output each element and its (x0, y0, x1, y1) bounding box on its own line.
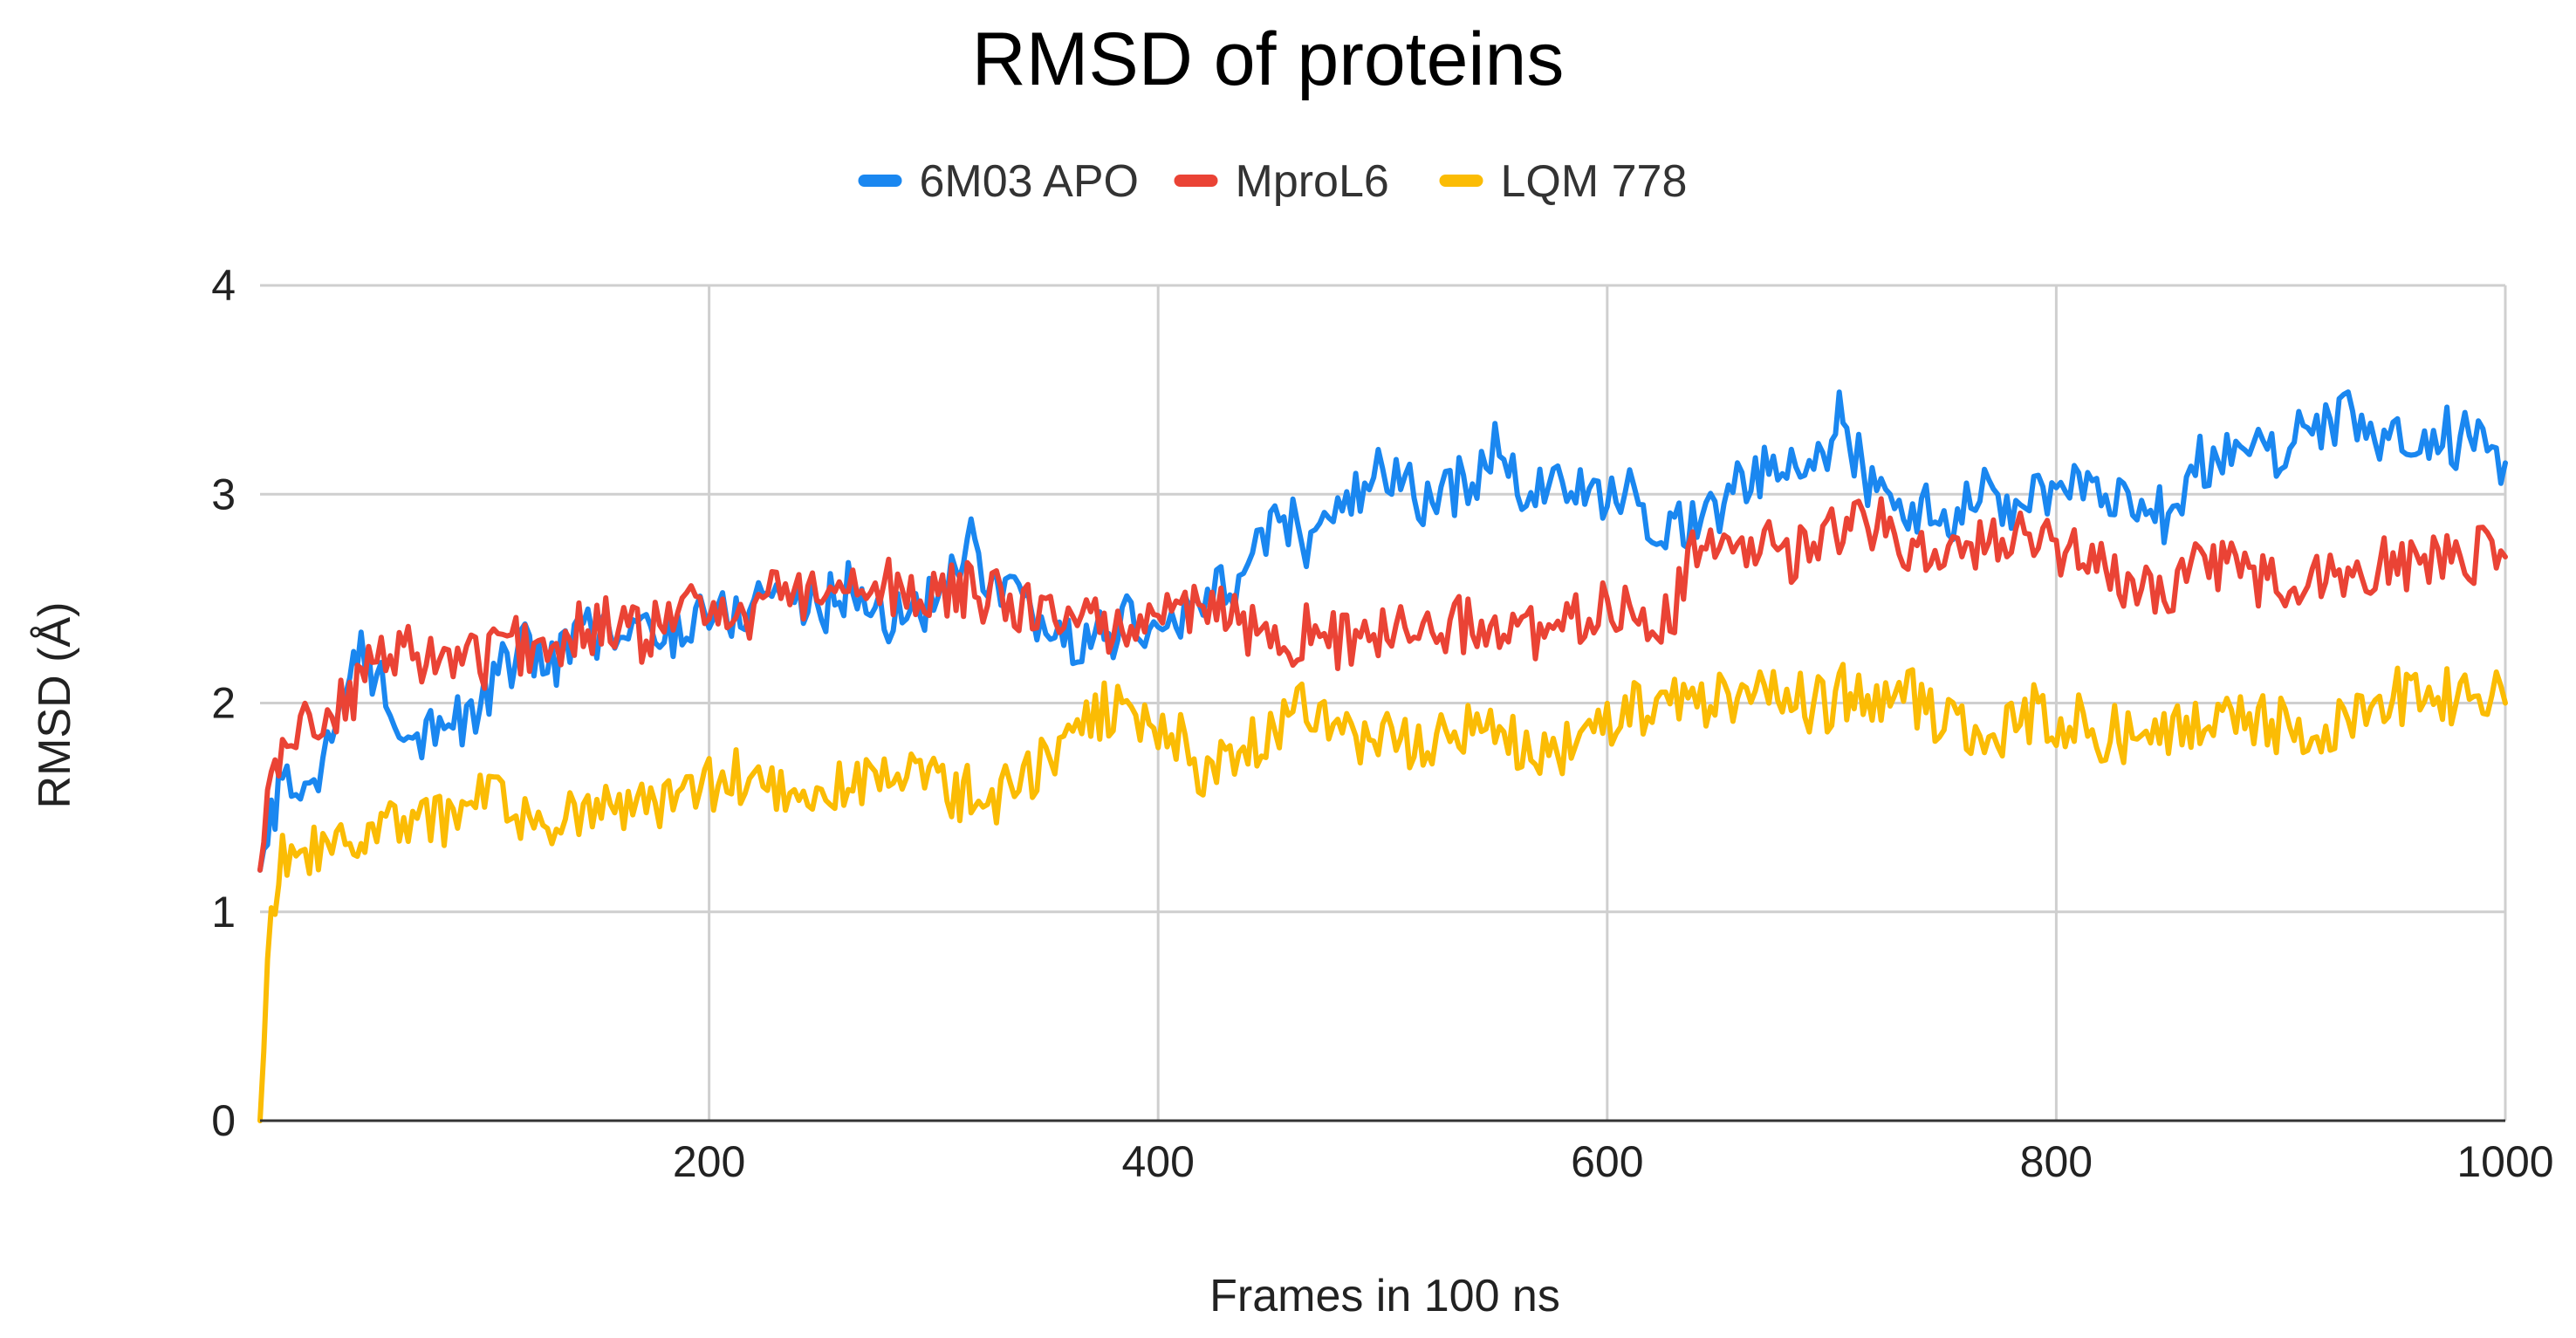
legend-label: LQM 778 (1501, 156, 1688, 207)
x-tick-label: 800 (2020, 1137, 2093, 1186)
legend-item-6m03-apo: 6M03 APO (858, 156, 1139, 207)
x-tick-label: 1000 (2456, 1137, 2553, 1186)
legend-item-mprol6: MproL6 (1174, 156, 1389, 207)
y-tick-label: 3 (211, 470, 236, 518)
legend-swatch (1174, 175, 1218, 187)
series-line-mprol6 (257, 496, 2508, 873)
series-line-6m03-apo (257, 389, 2508, 873)
y-tick-label: 4 (211, 261, 236, 310)
x-axis-ticks: 200 400 600 800 1000 (673, 1137, 2554, 1186)
x-axis-title: Frames in 100 ns (1209, 1271, 1560, 1321)
y-axis-title: RMSD (Å) (30, 602, 80, 809)
legend-item-lqm-778: LQM 778 (1439, 156, 1688, 207)
legend-label: MproL6 (1236, 156, 1389, 207)
series-layer (257, 389, 2508, 1123)
legend-label: 6M03 APO (920, 156, 1139, 207)
gridlines (260, 284, 2507, 1121)
x-tick-label: 200 (673, 1137, 745, 1186)
y-tick-label: 0 (211, 1096, 236, 1145)
legend-swatch (1439, 175, 1483, 187)
y-tick-label: 1 (211, 888, 236, 937)
legend: 6M03 APO MproL6 LQM 778 (858, 156, 1688, 207)
x-tick-label: 400 (1121, 1137, 1194, 1186)
series-line-lqm-778 (257, 662, 2508, 1123)
chart-title: RMSD of proteins (972, 17, 1565, 101)
x-tick-label: 600 (1571, 1137, 1643, 1186)
legend-swatch (858, 175, 902, 187)
y-axis-ticks: 0 1 2 3 4 (211, 261, 236, 1145)
y-tick-label: 2 (211, 679, 236, 728)
